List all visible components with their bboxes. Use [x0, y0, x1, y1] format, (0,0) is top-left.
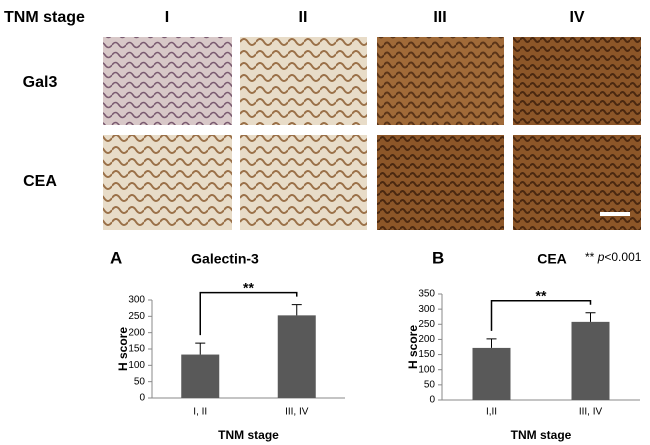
bar: [181, 354, 220, 398]
significance-note: ** p<0.001: [585, 250, 642, 264]
row-label: CEA: [23, 173, 57, 190]
error-bar: [585, 312, 596, 322]
micrograph: [240, 37, 367, 125]
column-header: II: [299, 9, 308, 26]
y-tick-label: 50: [424, 379, 436, 390]
micrograph: [103, 135, 232, 230]
note-stars: **: [585, 250, 595, 264]
x-tick-label: I,II: [486, 407, 497, 418]
y-axis-label: H score: [406, 325, 420, 369]
column-header: IV: [569, 9, 584, 26]
row-label: Gal3: [23, 74, 58, 91]
y-tick-label: 0: [139, 393, 145, 404]
bar: [472, 347, 511, 400]
scale-bar: [600, 212, 630, 216]
y-tick-label: 0: [429, 395, 435, 406]
y-tick-label: 250: [418, 319, 435, 330]
error-bar: [486, 338, 497, 348]
x-tick-label: III, IV: [285, 407, 309, 418]
panel-label: A: [110, 248, 122, 267]
x-axis-label: TNM stage: [218, 428, 279, 442]
error-bar: [291, 304, 302, 316]
bar: [277, 315, 316, 398]
column-header: III: [433, 9, 446, 26]
bar: [571, 321, 610, 400]
y-tick-label: 300: [418, 304, 435, 315]
y-tick-label: 200: [418, 334, 435, 345]
y-axis-label: H score: [116, 327, 130, 371]
y-tick-label: 350: [418, 289, 435, 300]
chart-title: Galectin-3: [191, 251, 259, 267]
micrographs: [103, 37, 641, 230]
y-tick-label: 50: [134, 376, 146, 387]
y-tick-label: 200: [128, 327, 145, 338]
significance-bracket: [199, 291, 298, 336]
significance-label: **: [243, 279, 254, 295]
micrograph: [240, 135, 367, 230]
x-tick-label: III, IV: [579, 407, 603, 418]
micrograph: [377, 37, 504, 125]
significance-label: **: [536, 287, 547, 303]
significance-bracket: [490, 300, 592, 331]
micrograph: [377, 135, 504, 230]
note-threshold: <0.001: [604, 250, 641, 264]
y-tick-label: 100: [128, 360, 145, 371]
error-bar: [195, 342, 206, 355]
y-tick-label: 100: [418, 364, 435, 375]
micrograph: [103, 37, 232, 125]
x-tick-label: I, II: [193, 407, 207, 418]
y-tick-label: 150: [128, 344, 145, 355]
y-tick-label: 250: [128, 311, 145, 322]
panel-label: B: [432, 248, 444, 267]
y-tick-label: 150: [418, 349, 435, 360]
micrograph: [513, 37, 641, 125]
chart-title: CEA: [537, 251, 567, 267]
y-tick-label: 300: [128, 295, 145, 306]
column-header: I: [165, 9, 169, 26]
note-p: p: [597, 250, 605, 264]
x-axis-label: TNM stage: [511, 428, 572, 442]
row-header: TNM stage: [4, 9, 85, 26]
